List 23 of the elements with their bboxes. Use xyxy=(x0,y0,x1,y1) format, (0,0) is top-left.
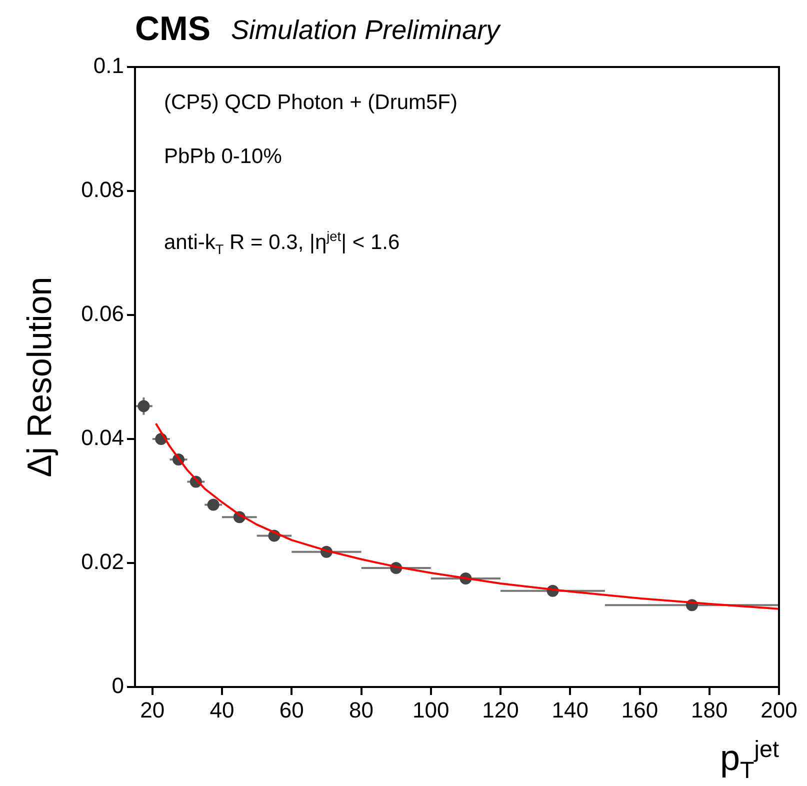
y-tick-label: 0.1 xyxy=(93,53,124,78)
x-tick-label: 40 xyxy=(210,697,234,722)
y-tick-label: 0.02 xyxy=(81,549,124,574)
x-tick-label: 100 xyxy=(412,697,450,722)
chart-title: CMS xyxy=(135,10,211,48)
y-tick-label: 0.06 xyxy=(81,301,124,326)
annotation: PbPb 0-10% xyxy=(164,145,282,168)
y-axis-title: Δj Resolution xyxy=(21,276,59,478)
y-tick-label: 0.08 xyxy=(81,177,124,202)
x-tick-label: 140 xyxy=(552,697,588,722)
x-tick-label: 120 xyxy=(482,697,519,722)
x-tick-label: 80 xyxy=(349,697,374,722)
x-tick-label: 20 xyxy=(140,697,165,722)
annotation: (CP5) QCD Photon + (Drum5F) xyxy=(164,91,458,114)
x-tick-label: 200 xyxy=(760,697,798,722)
y-tick-label: 0 xyxy=(112,673,124,698)
chart-subtitle: Simulation Preliminary xyxy=(231,15,500,45)
point xyxy=(207,498,220,511)
y-tick-label: 0.04 xyxy=(81,425,124,450)
x-tick-label: 60 xyxy=(279,697,304,722)
annotation: anti-k$_{T}$ R = 0.3, |η$^{jet}$| < 1.6 xyxy=(164,229,400,258)
x-tick-label: 160 xyxy=(621,697,658,722)
x-tick-label: 180 xyxy=(691,697,728,722)
